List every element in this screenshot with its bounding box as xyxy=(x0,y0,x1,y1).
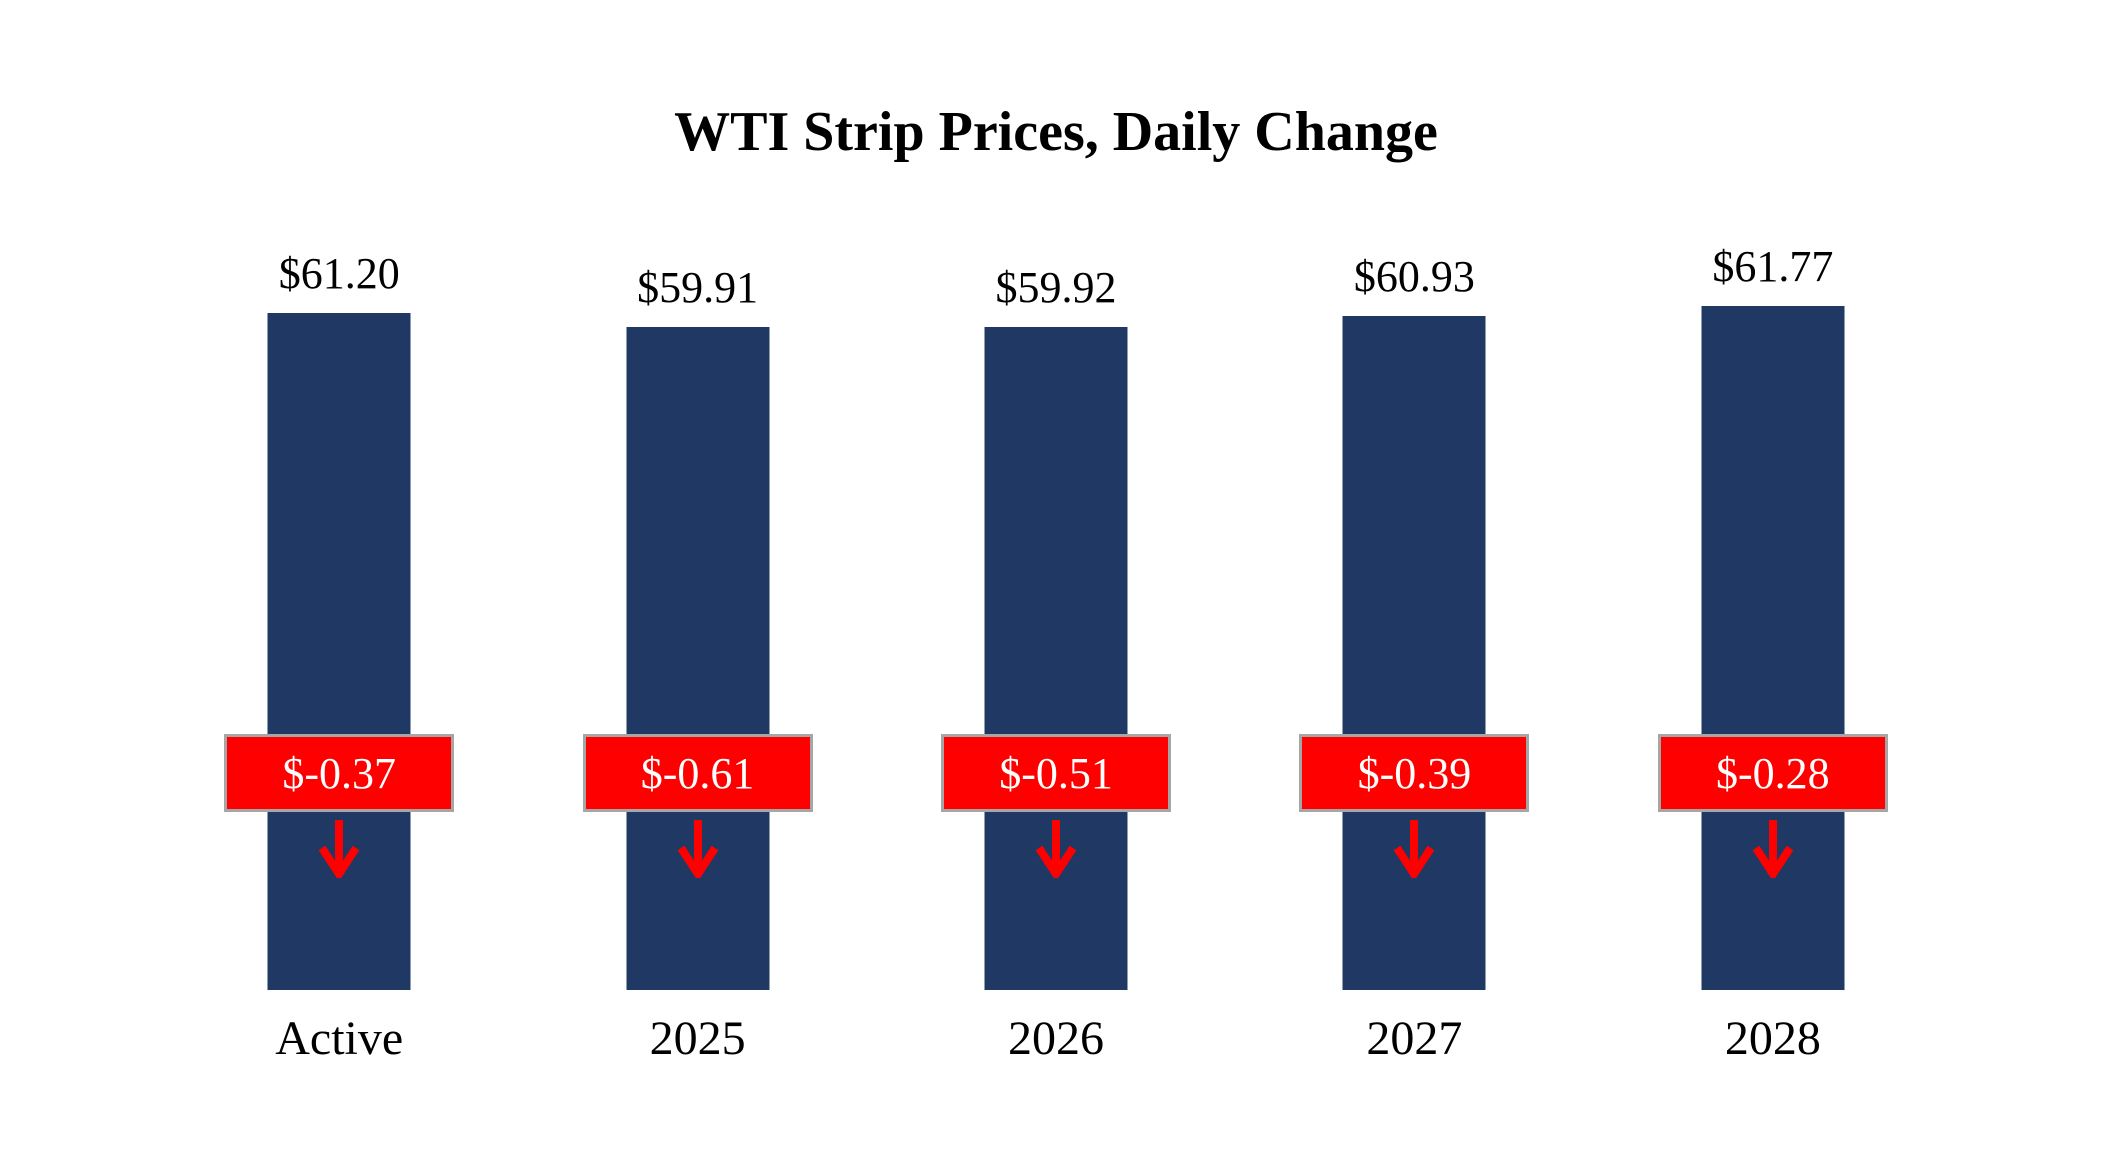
price-label: $59.91 xyxy=(637,263,759,312)
bar-column-2025: $59.91 $-0.61 2025 xyxy=(518,0,876,1152)
change-badge: $-0.28 xyxy=(1657,734,1888,812)
bar: $61.77 xyxy=(1701,242,1845,990)
down-arrow-icon xyxy=(675,818,721,882)
bar: $59.92 xyxy=(984,263,1128,990)
bar: $60.93 xyxy=(1342,252,1486,990)
down-arrow-icon xyxy=(1033,818,1079,882)
bar-column-2027: $60.93 $-0.39 2027 xyxy=(1235,0,1593,1152)
price-label: $60.93 xyxy=(1353,252,1475,301)
bar: $59.91 xyxy=(626,263,770,990)
bar: $61.20 xyxy=(267,249,411,990)
category-label: 2028 xyxy=(1724,1012,1821,1065)
chart-title: WTI Strip Prices, Daily Change xyxy=(674,101,1438,163)
down-arrow-icon xyxy=(1391,818,1437,882)
change-label: $-0.51 xyxy=(999,748,1113,798)
down-arrow-icon xyxy=(1750,818,1796,882)
change-label: $-0.37 xyxy=(282,748,397,798)
price-label: $61.20 xyxy=(278,249,400,298)
price-label: $61.77 xyxy=(1712,242,1834,291)
bar-chart: $61.20 $-0.37 Active $59.91 $-0.61 xyxy=(160,0,1952,1152)
category-label: 2027 xyxy=(1366,1012,1463,1065)
change-badge: $-0.51 xyxy=(941,734,1172,812)
category-label: 2026 xyxy=(1008,1012,1105,1065)
change-label: $-0.61 xyxy=(640,748,755,798)
change-label: $-0.28 xyxy=(1716,748,1830,798)
change-badge: $-0.39 xyxy=(1299,734,1530,812)
bar-column-2026: $59.92 $-0.51 2026 xyxy=(877,0,1235,1152)
change-badge: $-0.37 xyxy=(224,734,455,812)
bar-column-active: $61.20 $-0.37 Active xyxy=(160,0,518,1152)
category-label: Active xyxy=(275,1012,404,1065)
bar-column-2028: $61.77 $-0.28 2028 xyxy=(1594,0,1952,1152)
change-label: $-0.39 xyxy=(1357,748,1472,798)
change-badge: $-0.61 xyxy=(582,734,813,812)
price-label: $59.92 xyxy=(995,263,1117,312)
down-arrow-icon xyxy=(316,818,362,882)
category-label: 2025 xyxy=(649,1012,746,1065)
